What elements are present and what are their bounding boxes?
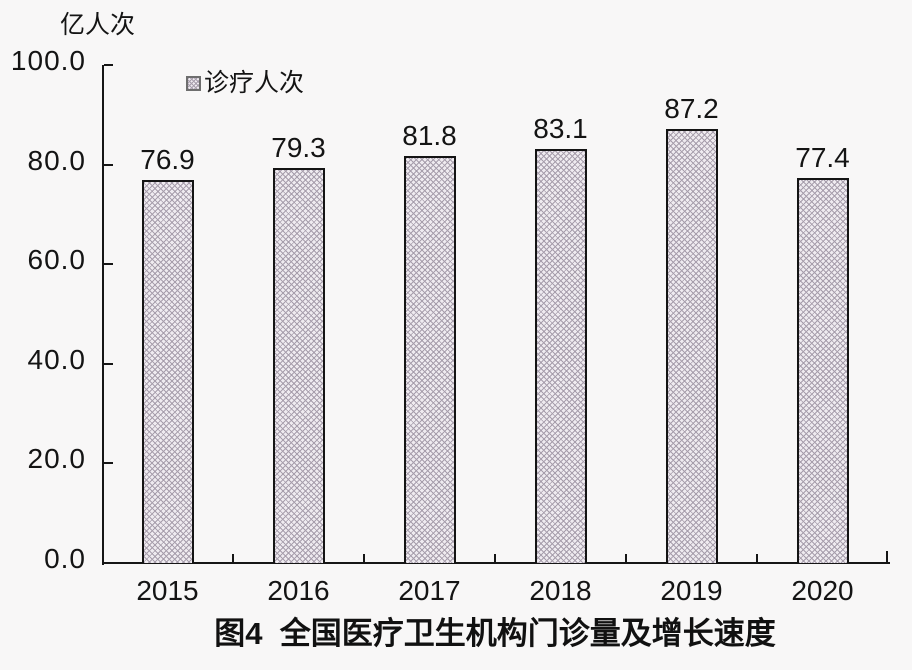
x-axis-label-2020: 2020: [791, 575, 854, 606]
y-axis-line: [102, 65, 104, 565]
bar-value-label-2015: 76.9: [140, 144, 195, 176]
bar-value-label-2016: 79.3: [271, 132, 326, 164]
bar-2018: 83.1: [533, 113, 588, 563]
bar-2019: 87.2: [664, 93, 719, 563]
y-axis-tick: [104, 263, 113, 266]
x-axis-line: [102, 562, 890, 564]
y-axis-tick: [104, 163, 113, 166]
x-axis-end-tick: [886, 551, 888, 563]
y-axis-tick: [104, 64, 113, 66]
x-axis-tick: [756, 554, 758, 563]
bar-2015: 76.9: [140, 144, 195, 563]
y-axis-tick-label: 60.0: [27, 244, 86, 276]
legend: 诊疗人次: [186, 70, 304, 96]
y-axis-tick-label: 20.0: [27, 443, 86, 475]
bar-value-label-2020: 77.4: [795, 141, 850, 173]
x-axis-label-2018: 2018: [529, 575, 592, 606]
x-axis-tick: [494, 554, 496, 563]
x-axis-label-2015: 2015: [136, 575, 199, 606]
x-axis-label-2017: 2017: [398, 575, 461, 606]
bar-2020: 77.4: [795, 142, 850, 563]
x-axis-tick: [232, 554, 234, 563]
bar-2016: 79.3: [271, 132, 326, 563]
bar-value-label-2019: 87.2: [664, 92, 719, 124]
y-axis-tick-label: 0.0: [44, 543, 86, 574]
bar-value-label-2017: 81.8: [402, 119, 457, 151]
y-axis-tick-label: 100.0: [10, 45, 86, 76]
bar-2017: 81.8: [402, 120, 457, 563]
y-axis-tick-label: 40.0: [27, 343, 86, 375]
chart-title: 图4 全国医疗卫生机构门诊量及增长速度: [214, 616, 776, 651]
x-axis-tick: [625, 554, 627, 563]
y-axis-tick: [104, 462, 113, 465]
x-axis-label-2019: 2019: [660, 575, 723, 606]
y-axis-tick-label: 80.0: [27, 144, 86, 176]
y-axis-tick: [104, 362, 113, 365]
legend-label: 诊疗人次: [204, 69, 305, 97]
y-axis-unit-label: 亿人次: [60, 11, 136, 39]
x-axis-label-2016: 2016: [267, 575, 330, 606]
legend-marker-square: [186, 75, 201, 91]
bar-value-label-2018: 83.1: [533, 113, 588, 145]
x-axis-tick: [363, 554, 365, 563]
